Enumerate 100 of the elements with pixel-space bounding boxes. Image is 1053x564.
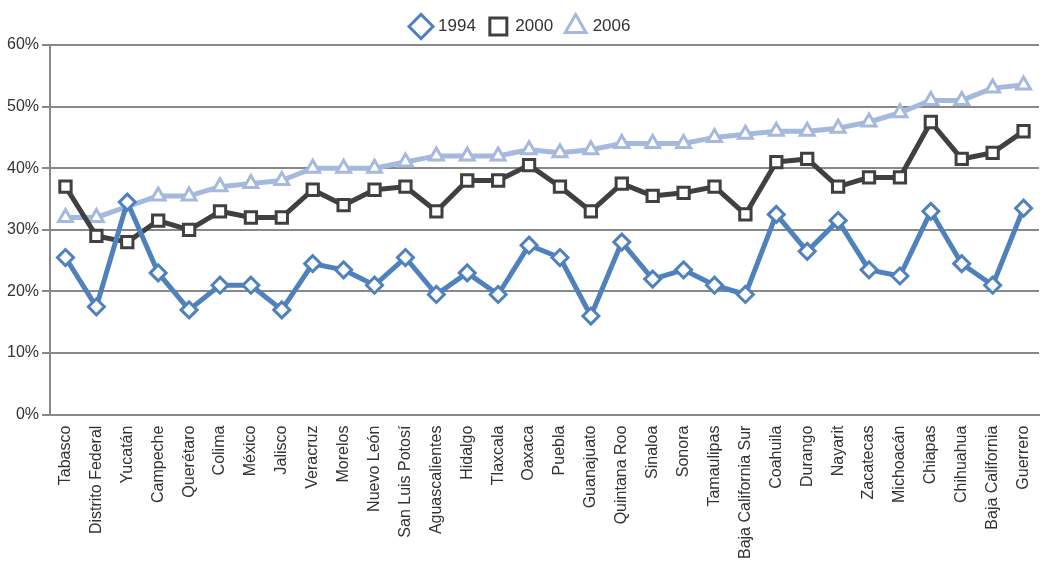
x-tick-label: Baja California bbox=[983, 425, 1001, 530]
point bbox=[457, 263, 477, 283]
point bbox=[398, 179, 413, 194]
y-tick-label: 30% bbox=[6, 220, 40, 238]
x-tick-label: Distrito Federal bbox=[86, 425, 104, 535]
point bbox=[427, 146, 445, 162]
x-tick-label: Michoacán bbox=[890, 425, 908, 503]
point bbox=[151, 213, 166, 228]
point bbox=[395, 248, 415, 268]
point bbox=[891, 103, 909, 119]
point bbox=[303, 254, 323, 274]
point bbox=[860, 112, 878, 128]
point bbox=[211, 177, 229, 193]
point bbox=[148, 263, 168, 283]
point bbox=[859, 260, 879, 280]
point bbox=[707, 179, 722, 194]
point bbox=[954, 151, 969, 167]
point bbox=[735, 284, 755, 304]
point bbox=[675, 134, 693, 150]
point bbox=[274, 210, 289, 225]
x-tick-label: Baja California Sur bbox=[735, 424, 753, 560]
point bbox=[830, 179, 846, 194]
x-tick-label: Durango bbox=[797, 425, 815, 487]
x-tick-label: Campeche bbox=[148, 425, 166, 503]
x-tick-label: Querétaro bbox=[179, 425, 197, 498]
x-tick-label: Morelos bbox=[334, 425, 352, 483]
point bbox=[612, 232, 632, 252]
y-tick-label: 40% bbox=[6, 158, 40, 176]
x-tick-label: Nuevo León bbox=[364, 425, 382, 512]
point bbox=[921, 201, 941, 221]
x-tick-label: Veracruz bbox=[303, 425, 321, 489]
point bbox=[57, 207, 74, 223]
point bbox=[613, 134, 631, 150]
x-tick-label: Yucatán bbox=[117, 425, 135, 484]
point bbox=[644, 134, 662, 150]
point bbox=[645, 188, 660, 204]
x-tick-label: Guanajuato bbox=[581, 425, 599, 509]
point bbox=[489, 146, 507, 162]
x-tick-label: Tabasco bbox=[55, 425, 73, 486]
point bbox=[1014, 198, 1034, 218]
legend-label: 1994 bbox=[438, 16, 476, 36]
point bbox=[334, 260, 354, 280]
point bbox=[58, 179, 73, 194]
x-tick-label: Puebla bbox=[550, 425, 568, 476]
point bbox=[55, 248, 75, 268]
y-tick-label: 50% bbox=[6, 97, 40, 115]
point bbox=[552, 179, 568, 194]
x-tick-label: Sonora bbox=[673, 425, 691, 478]
point bbox=[800, 151, 815, 167]
point bbox=[520, 140, 538, 156]
x-tick-label: Hidalgo bbox=[457, 425, 475, 480]
y-tick-label: 60% bbox=[6, 35, 40, 53]
point bbox=[367, 182, 382, 197]
point bbox=[243, 210, 259, 225]
point bbox=[458, 146, 476, 162]
legend-label: 2000 bbox=[515, 16, 554, 36]
y-tick-label: 20% bbox=[6, 281, 40, 299]
point bbox=[426, 284, 446, 304]
point bbox=[829, 118, 847, 134]
x-tick-label: Coahuila bbox=[766, 425, 784, 489]
y-tick-label: 10% bbox=[6, 343, 40, 361]
point bbox=[797, 241, 817, 261]
point bbox=[491, 173, 506, 188]
point bbox=[89, 228, 104, 244]
point bbox=[738, 207, 753, 222]
x-tick-label: Zacatecas bbox=[859, 425, 877, 500]
point bbox=[149, 186, 167, 202]
x-tick-label: Chihuahua bbox=[952, 425, 970, 504]
point bbox=[736, 124, 754, 140]
point bbox=[336, 198, 351, 213]
x-tick-label: Nayarit bbox=[828, 425, 846, 477]
point bbox=[551, 143, 569, 159]
x-tick-label: Sinaloa bbox=[643, 425, 661, 479]
point bbox=[181, 222, 197, 237]
point bbox=[581, 306, 601, 326]
point bbox=[828, 211, 848, 231]
point bbox=[519, 235, 539, 255]
point bbox=[273, 171, 291, 187]
x-tick-label: Oaxaca bbox=[519, 425, 537, 481]
point bbox=[179, 300, 199, 320]
point bbox=[212, 204, 228, 219]
point bbox=[706, 127, 723, 143]
point bbox=[984, 78, 1002, 94]
point bbox=[521, 157, 537, 173]
x-tick-label: Guerrero bbox=[1013, 425, 1031, 490]
point bbox=[460, 173, 475, 188]
point bbox=[120, 234, 135, 250]
point bbox=[952, 254, 972, 274]
point bbox=[861, 170, 877, 185]
legend-label: 2006 bbox=[592, 16, 631, 36]
point bbox=[117, 192, 137, 212]
point bbox=[767, 121, 785, 137]
point bbox=[582, 140, 600, 156]
x-tick-label: Aguascalientes bbox=[426, 425, 444, 535]
x-tick-label: San Luis Potosí bbox=[395, 425, 413, 538]
point bbox=[210, 275, 230, 295]
point bbox=[272, 300, 292, 320]
point bbox=[983, 275, 1003, 295]
point bbox=[1016, 124, 1031, 139]
point bbox=[704, 275, 724, 295]
